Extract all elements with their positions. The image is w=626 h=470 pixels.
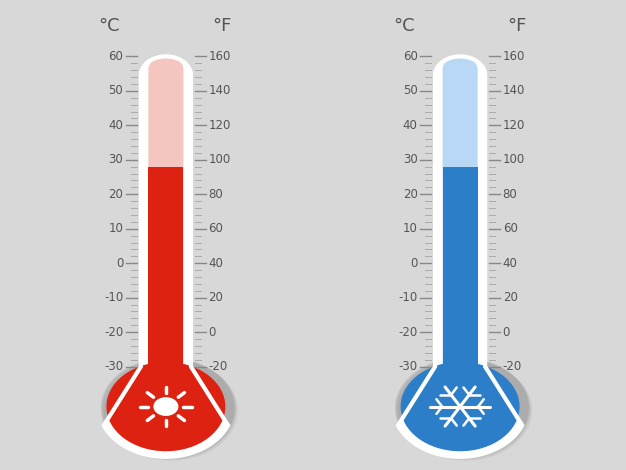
Text: 50: 50 <box>108 85 123 97</box>
Circle shape <box>106 362 225 451</box>
Text: 20: 20 <box>208 291 223 304</box>
Text: 50: 50 <box>403 85 418 97</box>
Circle shape <box>401 362 520 451</box>
PathPatch shape <box>104 56 228 457</box>
Text: -20: -20 <box>503 360 522 373</box>
Text: 60: 60 <box>503 222 518 235</box>
Text: -20: -20 <box>208 360 228 373</box>
Text: 20: 20 <box>403 188 418 201</box>
Circle shape <box>102 359 236 459</box>
Circle shape <box>396 359 530 459</box>
Text: -20: -20 <box>398 326 418 338</box>
Text: 80: 80 <box>503 188 518 201</box>
Circle shape <box>398 360 532 461</box>
Text: 10: 10 <box>108 222 123 235</box>
Text: -10: -10 <box>104 291 123 304</box>
Text: °F: °F <box>507 17 526 35</box>
Text: 20: 20 <box>503 291 518 304</box>
PathPatch shape <box>403 56 517 451</box>
Text: 140: 140 <box>208 85 231 97</box>
Bar <box>148 167 183 371</box>
Circle shape <box>101 358 235 458</box>
Text: 160: 160 <box>503 50 525 63</box>
Text: -30: -30 <box>104 360 123 373</box>
Text: 160: 160 <box>208 50 231 63</box>
Text: -20: -20 <box>104 326 123 338</box>
Text: 100: 100 <box>208 153 231 166</box>
Bar <box>443 167 478 371</box>
Text: 30: 30 <box>403 153 418 166</box>
Text: 30: 30 <box>108 153 123 166</box>
Text: 60: 60 <box>403 50 418 63</box>
Text: 0: 0 <box>503 326 510 338</box>
Text: 80: 80 <box>208 188 223 201</box>
Text: 40: 40 <box>503 257 518 270</box>
Text: -30: -30 <box>398 360 418 373</box>
Bar <box>443 364 478 407</box>
Bar <box>148 364 183 407</box>
Text: 0: 0 <box>208 326 216 338</box>
Text: 40: 40 <box>108 119 123 132</box>
PathPatch shape <box>398 56 522 457</box>
Text: 0: 0 <box>116 257 123 270</box>
Text: 10: 10 <box>403 222 418 235</box>
Circle shape <box>104 360 238 461</box>
Text: 20: 20 <box>108 188 123 201</box>
Text: 140: 140 <box>503 85 525 97</box>
Text: -10: -10 <box>398 291 418 304</box>
Circle shape <box>153 397 178 416</box>
Text: 100: 100 <box>503 153 525 166</box>
Text: °C: °C <box>393 17 414 35</box>
PathPatch shape <box>109 56 223 451</box>
Circle shape <box>395 358 529 458</box>
Text: 0: 0 <box>410 257 418 270</box>
Text: 40: 40 <box>208 257 223 270</box>
Text: 120: 120 <box>503 119 525 132</box>
Text: °C: °C <box>99 17 120 35</box>
Text: 120: 120 <box>208 119 231 132</box>
Text: °F: °F <box>213 17 232 35</box>
Text: 60: 60 <box>208 222 223 235</box>
Text: 60: 60 <box>108 50 123 63</box>
Text: 40: 40 <box>403 119 418 132</box>
